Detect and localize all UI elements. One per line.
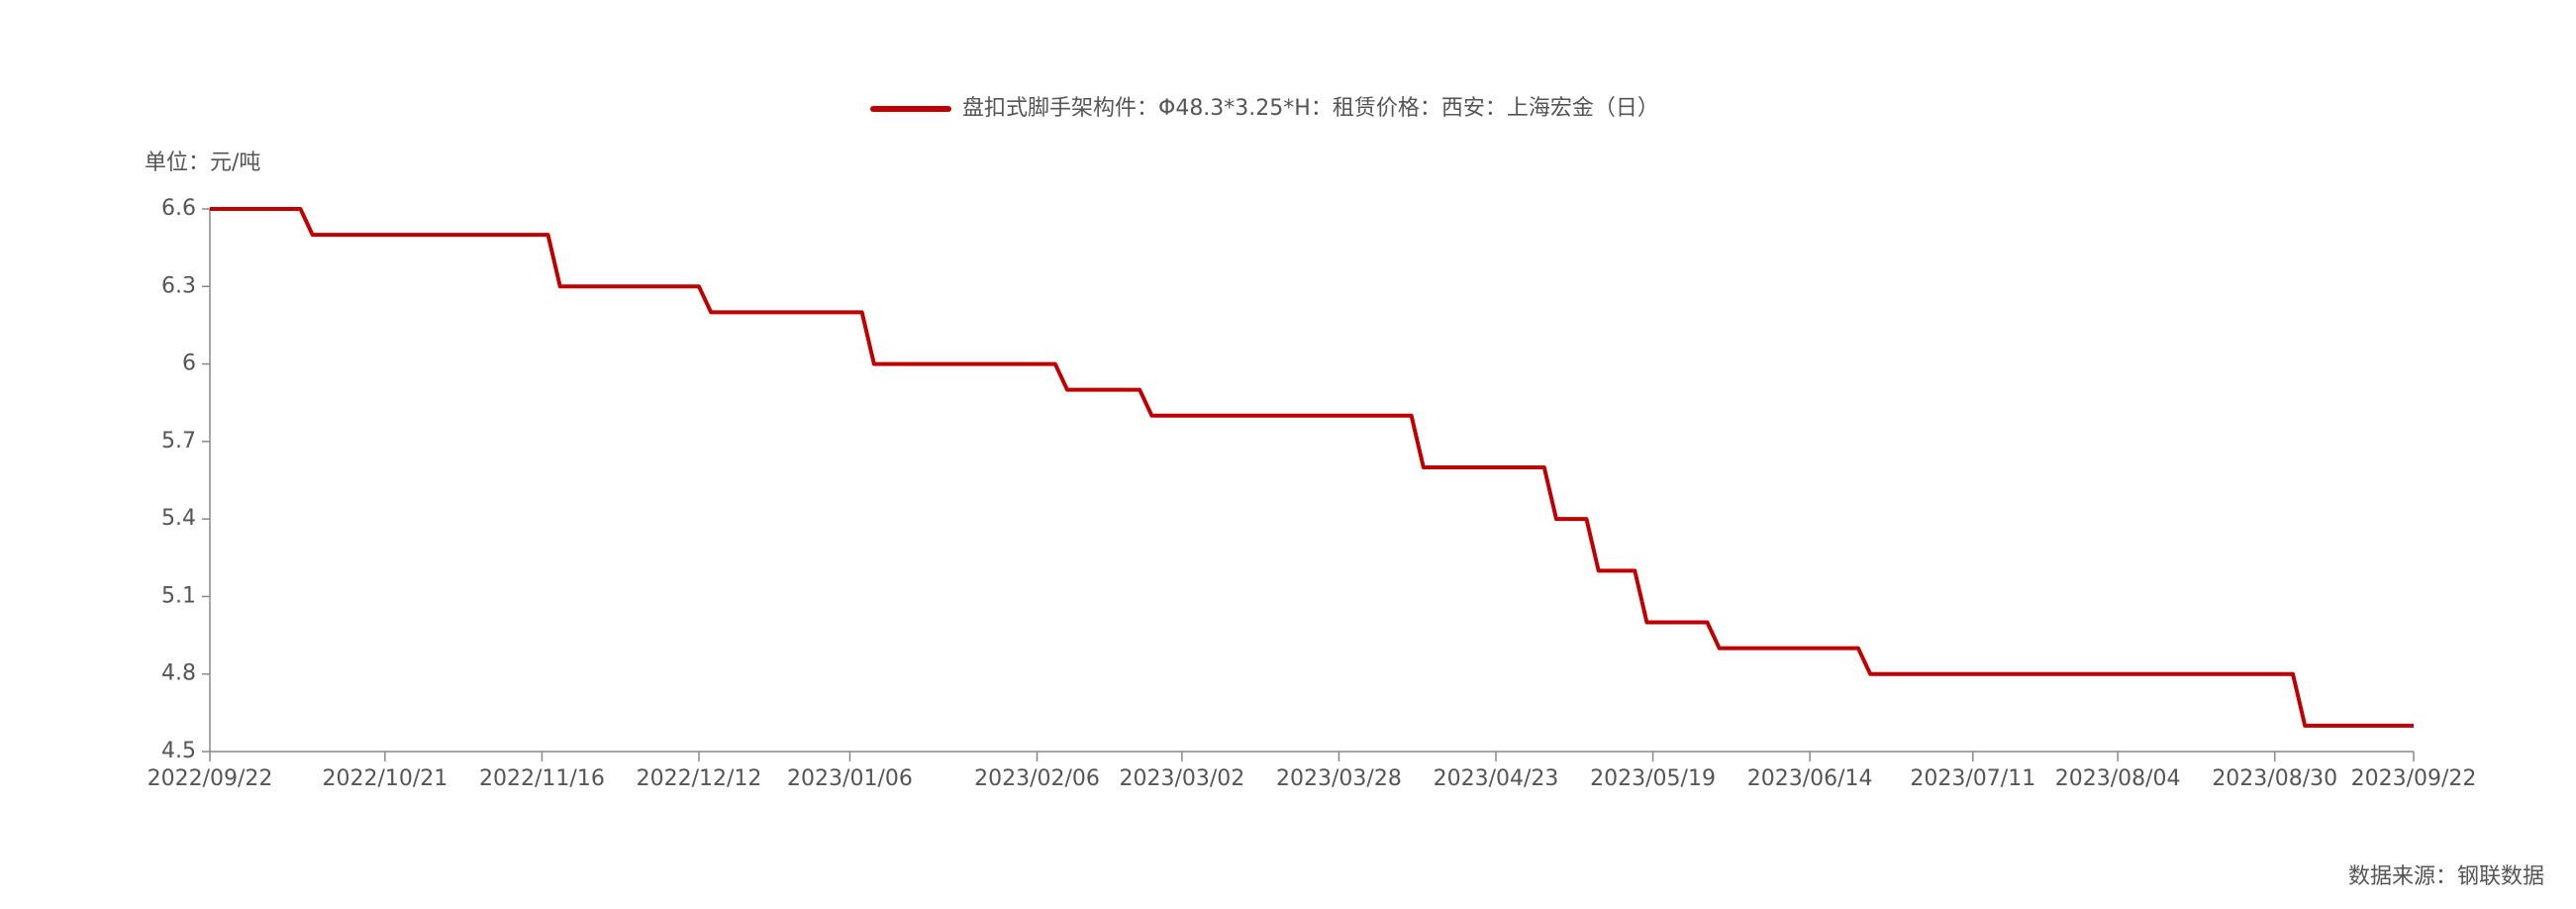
- y-tick-label: 6.6: [161, 196, 196, 221]
- x-tick-label: 2023/09/22: [2351, 766, 2477, 791]
- x-tick-label: 2023/03/02: [1119, 766, 1244, 791]
- y-tick-label: 5.7: [161, 429, 196, 454]
- x-tick-label: 2023/06/14: [1747, 766, 1873, 791]
- legend-label: 盘扣式脚手架构件：Φ48.3*3.25*H：租赁价格：西安：上海宏金（日）: [962, 96, 1659, 121]
- x-tick-label: 2022/09/22: [148, 766, 273, 791]
- x-tick-label: 2023/07/11: [1910, 766, 2035, 791]
- y-tick-label: 5.1: [161, 583, 196, 608]
- y-tick-label: 4.5: [161, 739, 196, 763]
- x-tick-label: 2022/10/21: [322, 766, 447, 791]
- y-tick-label: 5.4: [161, 506, 196, 531]
- series-line: [210, 207, 2414, 728]
- x-tick-label: 2023/03/28: [1276, 766, 1402, 791]
- x-tick-label: 2023/02/06: [974, 766, 1100, 791]
- x-tick-label: 2023/04/23: [1434, 766, 1559, 791]
- x-tick-label: 2022/12/12: [637, 766, 762, 791]
- source: 数据来源：钢联数据: [2348, 864, 2544, 889]
- x-tick-label: 2023/08/30: [2212, 766, 2337, 791]
- x-tick-label: 2023/08/04: [2055, 766, 2181, 791]
- x-tick-label: 2023/01/06: [787, 766, 913, 791]
- y-tick-label: 6: [182, 352, 196, 376]
- y-tick-label: 4.8: [161, 661, 196, 686]
- y-tick-label: 6.3: [161, 273, 196, 298]
- unit-label: 单位：元/吨: [145, 151, 260, 175]
- x-tick-label: 2022/11/16: [479, 766, 605, 791]
- x-tick-label: 2023/05/19: [1590, 766, 1716, 791]
